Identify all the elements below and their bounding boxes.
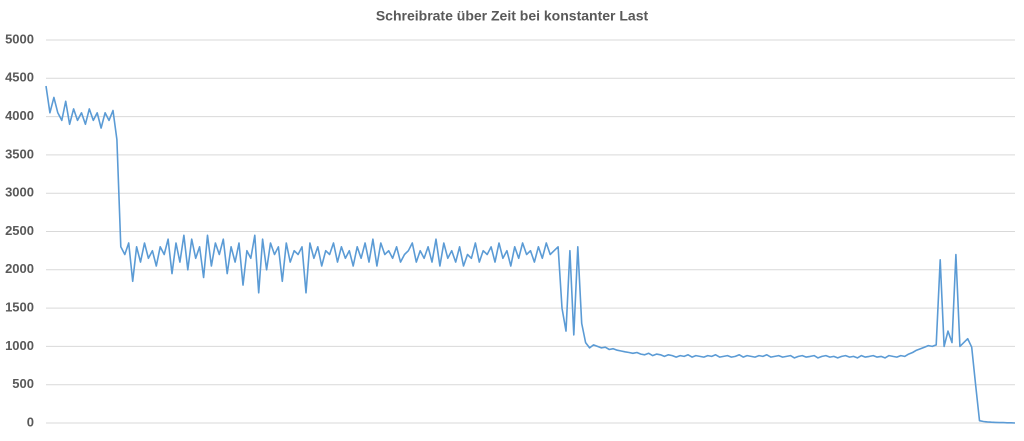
y-tick-label: 1500 xyxy=(5,300,34,315)
y-tick-label: 2000 xyxy=(5,261,34,276)
y-tick-label: 1000 xyxy=(5,338,34,353)
y-tick-label: 3500 xyxy=(5,146,34,161)
y-tick-label: 3000 xyxy=(5,185,34,200)
y-tick-label: 2500 xyxy=(5,223,34,238)
y-tick-label: 4500 xyxy=(5,70,34,85)
y-tick-label: 500 xyxy=(12,376,34,391)
data-line xyxy=(45,85,1016,424)
y-tick-label: 5000 xyxy=(5,31,34,46)
y-tick-label: 0 xyxy=(27,414,34,429)
y-tick-label: 4000 xyxy=(5,108,34,123)
chart-title: Schreibrate über Zeit bei konstanter Las… xyxy=(376,8,649,24)
